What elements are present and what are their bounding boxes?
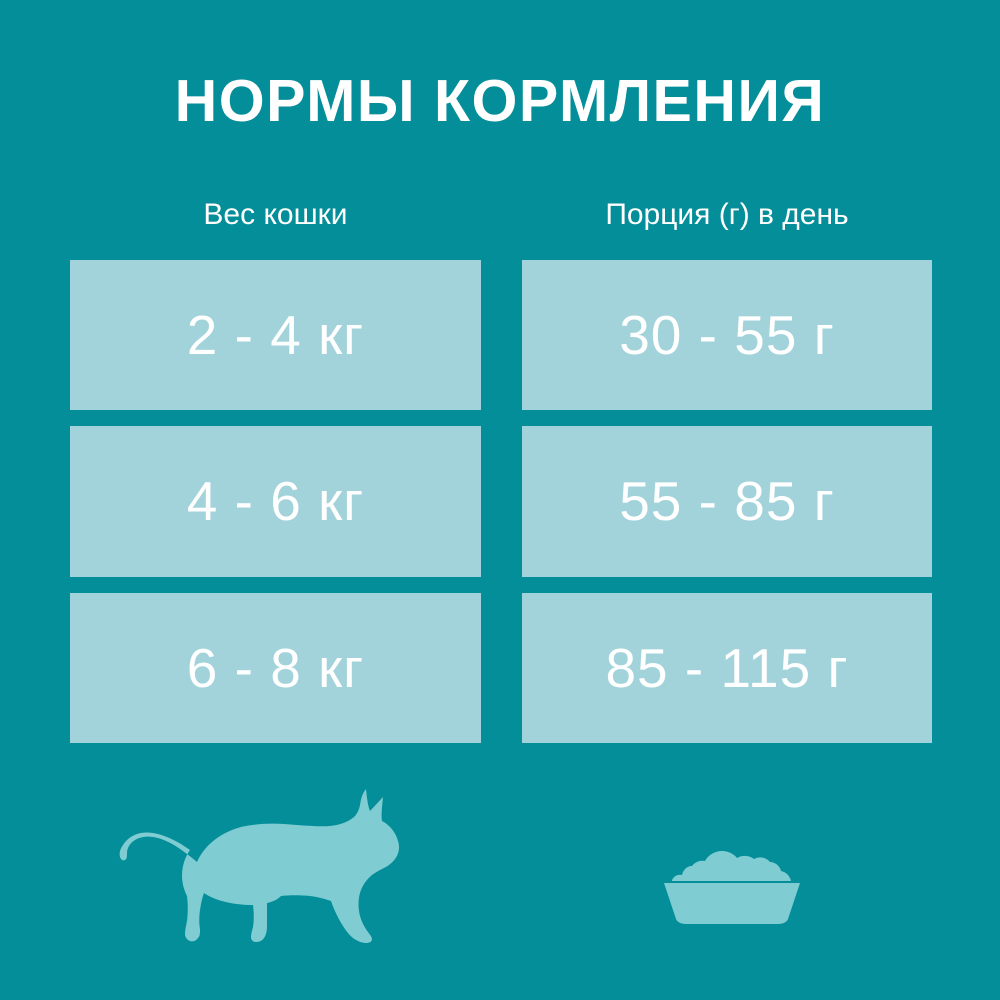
page-title: Нормы кормления [174,68,826,134]
food-bowl-icon [650,840,810,930]
cell-portion: 85 - 115 г [522,592,932,743]
cell-weight: 6 - 8 кг [70,592,481,743]
cell-portion: 30 - 55 г [522,260,932,411]
feeding-table: 2 - 4 кг 30 - 55 г 4 - 6 кг 55 - 85 г 6 … [70,260,932,743]
cell-weight: 2 - 4 кг [70,260,481,411]
cell-portion: 55 - 85 г [522,426,932,577]
table-row: 2 - 4 кг 30 - 55 г [70,260,932,411]
column-header-weight: Вес кошки [203,198,348,231]
header-spacer [481,193,522,237]
cell-weight: 4 - 6 кг [70,426,481,577]
column-header-portion: Порция (г) в день [605,198,849,231]
table-header-row: Вес кошки Порция (г) в день [70,193,932,237]
table-row: 4 - 6 кг 55 - 85 г [70,426,932,577]
cat-silhouette-icon [104,777,434,947]
table-row: 6 - 8 кг 85 - 115 г [70,592,932,743]
